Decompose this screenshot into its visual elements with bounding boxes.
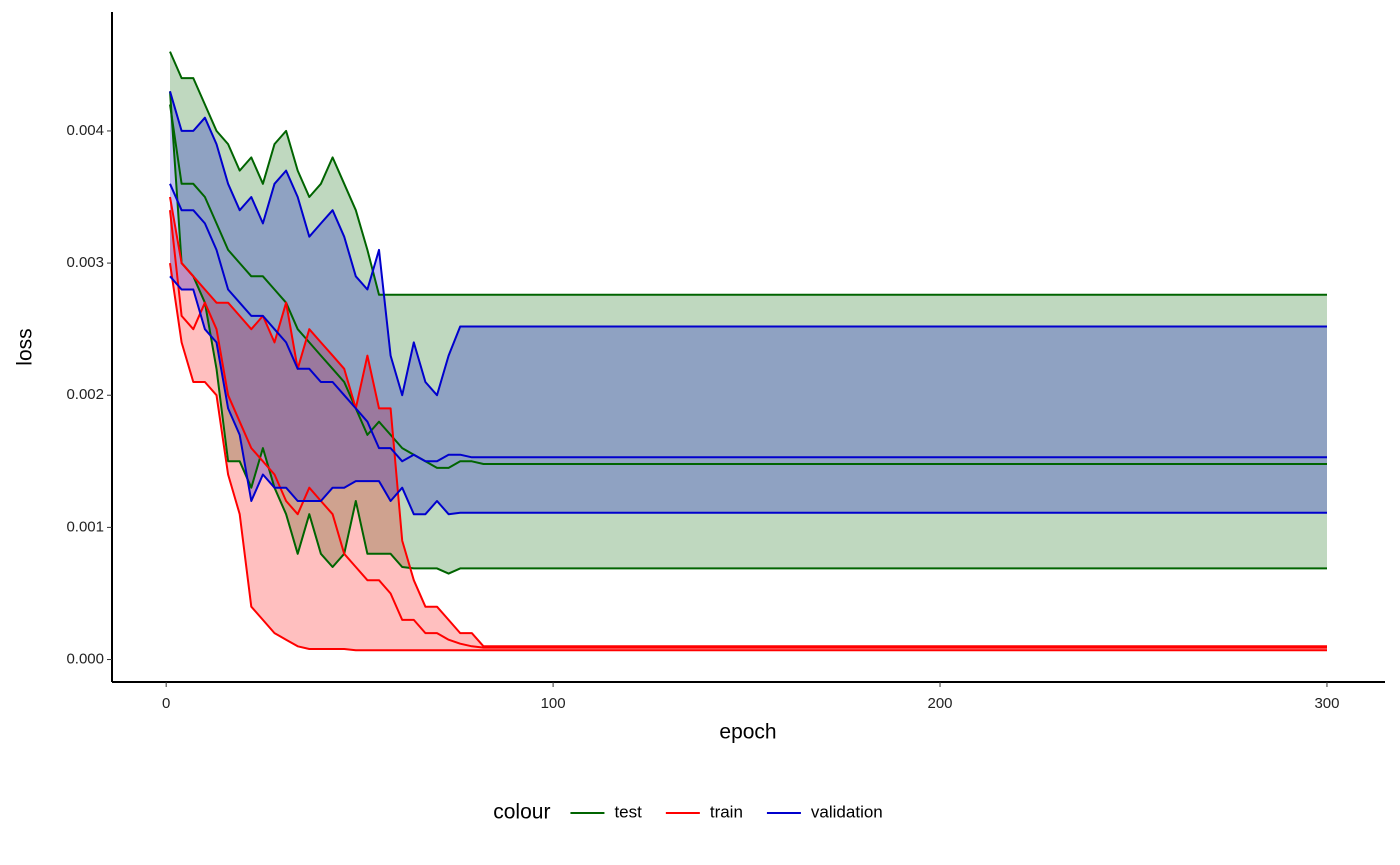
y-tick-label: 0.003 [66,254,104,271]
ribbon-edge [169,275,1327,516]
line [169,104,1327,469]
x-axis-title: epoch [719,721,776,744]
x-tick-label: 100 [541,695,566,712]
ribbon-edge [169,91,1327,575]
x-tick-label: 0 [162,695,170,712]
line [169,210,1327,649]
legend-label: train [710,802,743,821]
y-tick-label: 0.001 [66,518,104,535]
x-tick-label: 200 [928,695,953,712]
x-tick-label: 300 [1314,695,1339,712]
ribbon [170,51,1327,574]
legend-title: colour [493,801,550,824]
ribbon-edge [169,196,1327,648]
legend-label: test [614,802,642,821]
ribbon [170,91,1327,515]
y-tick-label: 0.000 [66,651,104,668]
ribbon-edge [169,262,1327,652]
legend-label: validation [811,802,883,821]
y-axis-title: loss [14,328,37,365]
y-tick-label: 0.002 [66,386,104,403]
ribbon [170,197,1327,651]
ribbon-edge [169,51,1327,296]
y-tick-label: 0.004 [66,122,104,139]
ribbon-edge [169,91,1327,397]
line [169,183,1327,463]
